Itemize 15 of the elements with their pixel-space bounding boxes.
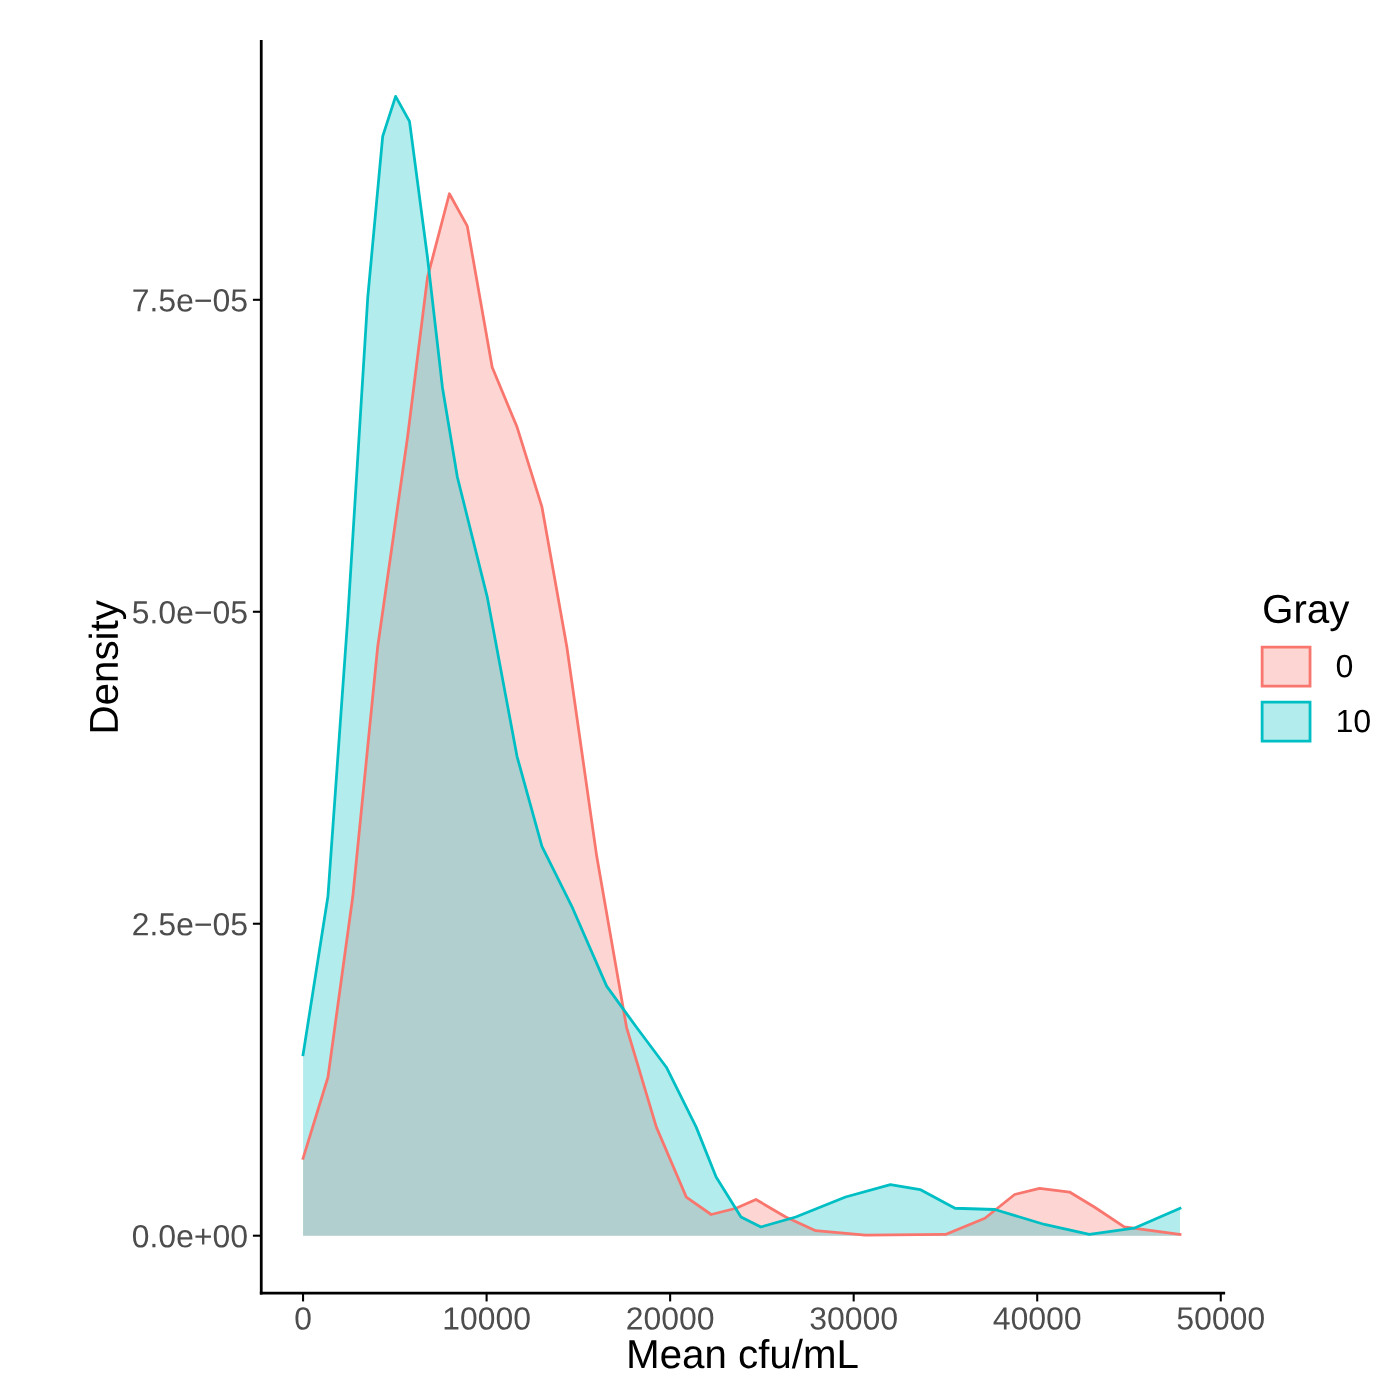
y-tick-label: 2.5e−05: [133, 913, 247, 936]
x-tick-label: 40000: [993, 1307, 1081, 1330]
y-tick-label: 0.0e+00: [132, 1224, 247, 1248]
legend-title: Gray: [1264, 594, 1350, 632]
y-tick-label: 7.5e−05: [133, 289, 247, 312]
legend-label: 0: [1336, 654, 1353, 678]
x-tick-label: 50000: [1177, 1307, 1264, 1330]
x-tick-label: 10000: [444, 1307, 530, 1330]
x-axis-title: Mean cfu/mL: [629, 1338, 858, 1369]
y-tick-label: 5.0e−05: [132, 601, 247, 624]
x-tick-label: 20000: [627, 1307, 714, 1330]
x-tick-label: 0: [295, 1307, 311, 1330]
legend-label: 10: [1338, 709, 1370, 733]
x-tick-label: 30000: [810, 1307, 897, 1330]
y-axis-title: Density: [88, 600, 127, 732]
